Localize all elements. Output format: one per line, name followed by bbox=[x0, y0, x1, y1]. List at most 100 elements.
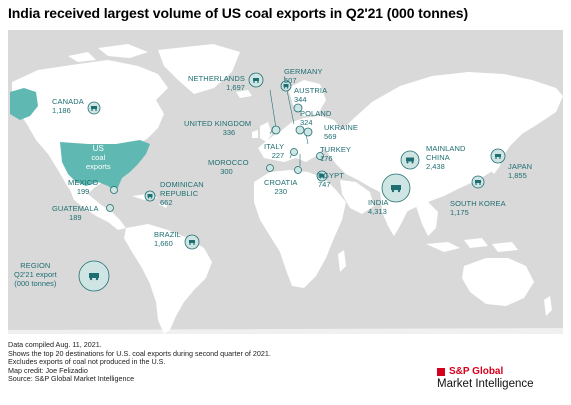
greenland-landmass bbox=[158, 44, 240, 94]
madagascar-landmass bbox=[338, 250, 346, 272]
label-mexico-name: MEXICO bbox=[68, 178, 99, 187]
label-poland-name: POLAND bbox=[300, 109, 332, 118]
footer-notes: Data compiled Aug. 11, 2021. Shows the t… bbox=[8, 340, 388, 384]
label-morocco-value: 300 bbox=[220, 167, 233, 176]
label-korea-name: SOUTH KOREA bbox=[450, 199, 506, 208]
label-japan: JAPAN 1,855 bbox=[508, 162, 532, 180]
brand-sub: Market Intelligence bbox=[437, 378, 534, 390]
label-italy: ITALY 227 bbox=[264, 142, 284, 160]
label-mexico-value: 199 bbox=[76, 187, 90, 196]
iceland-landmass bbox=[236, 90, 252, 98]
indonesia-landmass bbox=[426, 238, 518, 252]
legend-line3: (000 tonnes) bbox=[14, 279, 57, 288]
label-croatia-name: CROATIA bbox=[264, 178, 298, 187]
world-map: US coal exports CANADA 1,186 NETHERLANDS… bbox=[8, 30, 563, 334]
label-germany: GERMANY 507 bbox=[284, 67, 323, 85]
chart-title: India received largest volume of US coal… bbox=[8, 5, 469, 21]
label-korea-value: 1,175 bbox=[450, 208, 469, 217]
bubble-poland bbox=[295, 125, 305, 135]
label-turkey-value: 176 bbox=[320, 154, 333, 163]
label-austria: AUSTRIA 344 bbox=[294, 86, 327, 104]
label-china-name1: MAINLAND bbox=[426, 144, 466, 153]
label-dominican-name1: DOMINICAN bbox=[160, 180, 204, 189]
footer-line: Source: S&P Global Market Intelligence bbox=[8, 374, 135, 384]
label-italy-value: 227 bbox=[271, 151, 285, 160]
bubble-uk bbox=[271, 125, 281, 135]
label-poland: POLAND 324 bbox=[300, 109, 331, 127]
label-uk-value: 336 bbox=[222, 128, 236, 137]
bubble-guatemala bbox=[106, 204, 114, 212]
bubble-italy bbox=[290, 148, 298, 156]
label-mexico: MEXICO 199 bbox=[68, 178, 98, 196]
label-india-name: INDIA bbox=[368, 198, 389, 207]
label-italy-name: ITALY bbox=[264, 142, 285, 151]
label-guatemala-value: 189 bbox=[69, 213, 82, 222]
origin-sub2: exports bbox=[86, 162, 111, 171]
label-turkey-name: TURKEY bbox=[320, 145, 352, 154]
label-dominican-value: 662 bbox=[160, 198, 173, 207]
brand-name: S&P Global bbox=[449, 366, 504, 377]
label-austria-value: 344 bbox=[294, 95, 307, 104]
label-guatemala: GUATEMALA 189 bbox=[52, 204, 99, 222]
label-netherlands-value: 1,697 bbox=[226, 83, 245, 92]
label-morocco-name: MOROCCO bbox=[208, 158, 249, 167]
label-india-value: 4,313 bbox=[368, 207, 387, 216]
label-turkey: TURKEY 176 bbox=[320, 145, 351, 163]
label-uk: UNITED KINGDOM 336 bbox=[184, 119, 251, 137]
label-netherlands: NETHERLANDS 1,697 bbox=[188, 74, 245, 92]
label-netherlands-name: NETHERLANDS bbox=[188, 74, 245, 83]
label-croatia-value: 230 bbox=[274, 187, 287, 196]
map-canvas bbox=[8, 30, 563, 334]
north-america-landmass bbox=[12, 60, 168, 198]
asia-landmass bbox=[324, 72, 563, 214]
bubble-morocco bbox=[266, 164, 274, 172]
footer-line: Excludes exports of coal not produced in… bbox=[8, 357, 166, 367]
legend-line1: REGION bbox=[20, 261, 51, 270]
arabia-landmass bbox=[340, 180, 374, 214]
footer-line: Shows the top 20 destinations for U.S. c… bbox=[8, 348, 271, 358]
label-ukraine-name: UKRAINE bbox=[324, 123, 359, 132]
arctic-islands-landmass bbox=[68, 44, 148, 62]
label-korea: SOUTH KOREA 1,175 bbox=[450, 199, 506, 217]
label-dominican: DOMINICAN REPUBLIC 662 bbox=[160, 180, 204, 207]
footer-line: Data compiled Aug. 11, 2021. bbox=[8, 340, 102, 349]
central-america-landmass bbox=[70, 190, 126, 230]
label-china-name2: CHINA bbox=[426, 153, 450, 162]
brand-logo: S&P Global Market Intelligence bbox=[437, 366, 567, 390]
label-egypt: EGYPT 747 bbox=[318, 171, 344, 189]
south-america-landmass bbox=[124, 224, 212, 334]
coal-cart-icons bbox=[89, 78, 501, 281]
label-canada: CANADA 1,186 bbox=[52, 97, 84, 115]
legend-label: REGION Q2'21 export (000 tonnes) bbox=[14, 261, 57, 288]
label-poland-value: 324 bbox=[300, 118, 313, 127]
label-brazil-name: BRAZIL bbox=[154, 230, 181, 239]
origin-name: US bbox=[92, 144, 104, 153]
legend-line2: Q2'21 export bbox=[14, 270, 57, 279]
label-austria-name: AUSTRIA bbox=[294, 86, 328, 95]
label-egypt-name: EGYPT bbox=[318, 171, 344, 180]
europe-landmass bbox=[258, 116, 342, 162]
label-india: INDIA 4,313 bbox=[368, 198, 389, 216]
label-brazil-value: 1,660 bbox=[154, 239, 173, 248]
label-canada-name: CANADA bbox=[52, 97, 84, 106]
brand-mark-icon bbox=[437, 367, 445, 376]
footer-line: Map credit: Joe Felizadio bbox=[8, 365, 88, 375]
label-japan-value: 1,855 bbox=[508, 171, 527, 180]
australia-landmass bbox=[462, 258, 534, 306]
label-ukraine: UKRAINE 569 bbox=[324, 123, 358, 141]
label-ukraine-value: 569 bbox=[324, 132, 337, 141]
label-germany-value: 507 bbox=[284, 76, 297, 85]
label-china-value: 2,438 bbox=[426, 162, 445, 171]
label-china: MAINLAND CHINA 2,438 bbox=[426, 144, 466, 171]
label-canada-value: 1,186 bbox=[52, 106, 71, 115]
bubble-turkey bbox=[316, 152, 324, 160]
africa-landmass bbox=[254, 170, 346, 288]
southeast-asia-landmass bbox=[416, 202, 438, 236]
label-japan-name: JAPAN bbox=[508, 162, 533, 171]
alaska-highlight bbox=[10, 88, 38, 120]
bubble-austria bbox=[293, 103, 303, 113]
antarctica-landmass bbox=[8, 328, 563, 334]
origin-label: US coal exports bbox=[86, 144, 111, 171]
new-zealand-landmass bbox=[544, 296, 552, 316]
origin-sub1: coal bbox=[91, 153, 106, 162]
